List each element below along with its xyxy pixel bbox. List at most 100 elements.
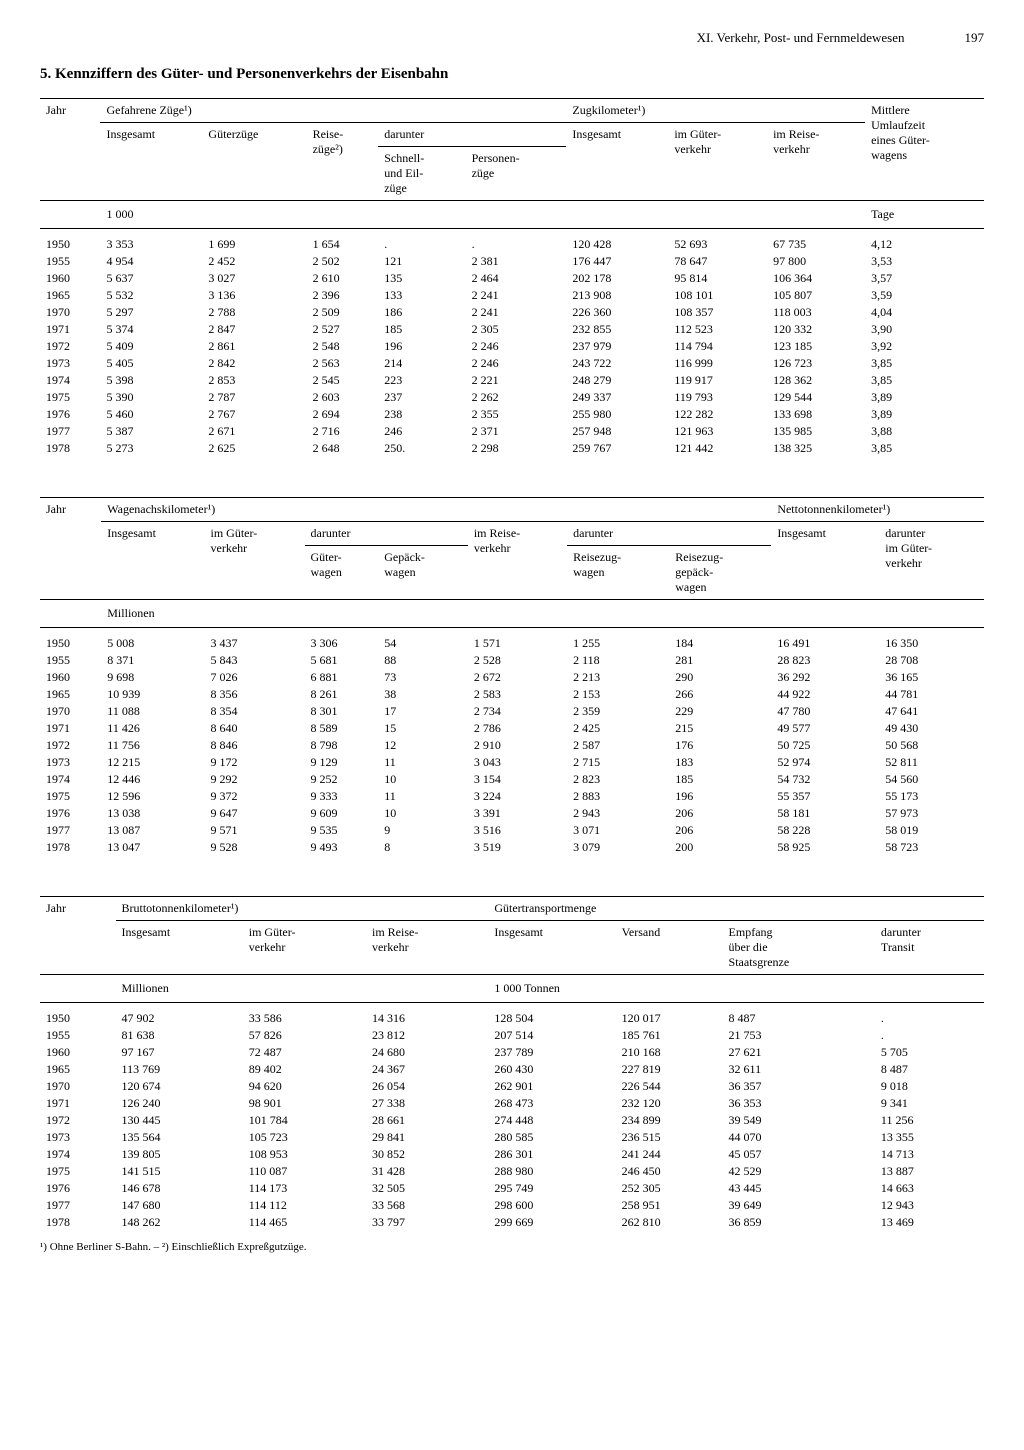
cell-value: 129 544 (767, 389, 865, 406)
col-gueterwagen: Güter- wagen (305, 546, 379, 600)
cell-year: 1976 (40, 1180, 116, 1197)
table-2: Jahr Wagenachskilometer¹) Nettotonnenkil… (40, 497, 984, 856)
cell-value: 9 129 (305, 754, 379, 771)
cell-value: 54 732 (771, 771, 879, 788)
cell-value: 9 252 (305, 771, 379, 788)
cell-value: 2 716 (307, 423, 379, 440)
cell-value: 9 018 (875, 1078, 984, 1095)
cell-value: 9 341 (875, 1095, 984, 1112)
cell-value: 186 (378, 304, 465, 321)
cell-value: 3,53 (865, 253, 984, 270)
cell-value: 2 883 (567, 788, 669, 805)
cell-value: 36 859 (723, 1214, 875, 1231)
table-row: 197512 5969 3729 333113 2242 88319655 35… (40, 788, 984, 805)
table-row: 197111 4268 6408 589152 7862 42521549 57… (40, 720, 984, 737)
cell-value: 2 648 (307, 440, 379, 457)
cell-value: 274 448 (488, 1112, 615, 1129)
cell-value: . (875, 1027, 984, 1044)
cell-value: 2 672 (468, 669, 567, 686)
cell-year: 1976 (40, 805, 101, 822)
cell-value: 4,12 (865, 229, 984, 254)
cell-value: 50 725 (771, 737, 879, 754)
table-row: 19725 4092 8612 5481962 246237 979114 79… (40, 338, 984, 355)
cell-value: 110 087 (243, 1163, 366, 1180)
cell-value: 16 491 (771, 628, 879, 653)
cell-value: 14 663 (875, 1180, 984, 1197)
unit-tage: Tage (865, 201, 984, 229)
cell-value: 185 761 (616, 1027, 723, 1044)
cell-value: 236 515 (616, 1129, 723, 1146)
cell-value: 5 374 (100, 321, 202, 338)
table-row: 19503 3531 6991 654..120 42852 69367 735… (40, 229, 984, 254)
cell-value: 122 282 (668, 406, 767, 423)
cell-value: 2 587 (567, 737, 669, 754)
cell-value: 3,85 (865, 440, 984, 457)
cell-value: 27 621 (723, 1044, 875, 1061)
cell-value: 229 (669, 703, 771, 720)
col-umlauf: Mittlere Umlaufzeit eines Güter- wagens (865, 99, 984, 201)
cell-value: 29 841 (366, 1129, 488, 1146)
cell-value: 14 316 (366, 1003, 488, 1028)
cell-value: 226 544 (616, 1078, 723, 1095)
cell-value: 238 (378, 406, 465, 423)
cell-value: 97 167 (116, 1044, 243, 1061)
cell-value: 250. (378, 440, 465, 457)
cell-value: 32 611 (723, 1061, 875, 1078)
cell-year: 1974 (40, 771, 101, 788)
cell-value: 185 (378, 321, 465, 338)
col-darunter: darunter (378, 123, 566, 147)
cell-value: 89 402 (243, 1061, 366, 1078)
cell-value: 73 (378, 669, 468, 686)
cell-year: 1972 (40, 737, 101, 754)
cell-value: 8 261 (305, 686, 379, 703)
cell-value: 57 826 (243, 1027, 366, 1044)
table-row: 197412 4469 2929 252103 1542 82318554 73… (40, 771, 984, 788)
col-transit: darunter Transit (875, 921, 984, 975)
unit-mill: Millionen (116, 975, 489, 1003)
cell-value: 52 974 (771, 754, 879, 771)
col-insgesamt: Insgesamt (100, 123, 202, 201)
cell-year: 1970 (40, 304, 100, 321)
table-row: 19605 6373 0272 6101352 464202 17895 814… (40, 270, 984, 287)
cell-value: 206 (669, 805, 771, 822)
cell-value: 2 625 (202, 440, 306, 457)
cell-value: 2 246 (466, 338, 567, 355)
cell-value: 47 641 (879, 703, 984, 720)
table-row: 19554 9542 4522 5021212 381176 44778 647… (40, 253, 984, 270)
cell-value: 13 087 (101, 822, 204, 839)
cell-value: 9 493 (305, 839, 379, 856)
cell-value: 183 (669, 754, 771, 771)
cell-year: 1960 (40, 1044, 116, 1061)
cell-value: 185 (669, 771, 771, 788)
cell-value: 3,89 (865, 389, 984, 406)
cell-value: . (875, 1003, 984, 1028)
cell-value: 255 980 (566, 406, 668, 423)
table-row: 1973135 564105 72329 841280 585236 51544… (40, 1129, 984, 1146)
cell-value: 138 325 (767, 440, 865, 457)
cell-value: 2 381 (466, 253, 567, 270)
cell-value: 2 452 (202, 253, 306, 270)
cell-value: 9 528 (205, 839, 305, 856)
cell-value: 3 154 (468, 771, 567, 788)
cell-value: 3,90 (865, 321, 984, 338)
cell-value: 5 409 (100, 338, 202, 355)
cell-value: 8 487 (723, 1003, 875, 1028)
footnote: ¹) Ohne Berliner S-Bahn. – ²) Einschließ… (40, 1241, 984, 1253)
cell-year: 1955 (40, 253, 100, 270)
cell-value: 5 008 (101, 628, 204, 653)
cell-value: 2 788 (202, 304, 306, 321)
cell-value: 118 003 (767, 304, 865, 321)
table-row: 1971126 24098 90127 338268 473232 12036 … (40, 1095, 984, 1112)
cell-value: 5 637 (100, 270, 202, 287)
table-row: 19735 4052 8422 5632142 246243 722116 99… (40, 355, 984, 372)
table-3: Jahr Bruttotonnenkilometer¹) Gütertransp… (40, 896, 984, 1231)
grp-gefahrene: Gefahrene Züge¹) (100, 99, 566, 123)
col-insgesamt: Insgesamt (101, 522, 204, 600)
table-row: 19785 2732 6252 648250.2 298259 767121 4… (40, 440, 984, 457)
cell-value: 1 255 (567, 628, 669, 653)
cell-value: 54 (378, 628, 468, 653)
cell-value: 36 292 (771, 669, 879, 686)
cell-value: 135 985 (767, 423, 865, 440)
cell-value: 196 (378, 338, 465, 355)
cell-value: 2 396 (307, 287, 379, 304)
